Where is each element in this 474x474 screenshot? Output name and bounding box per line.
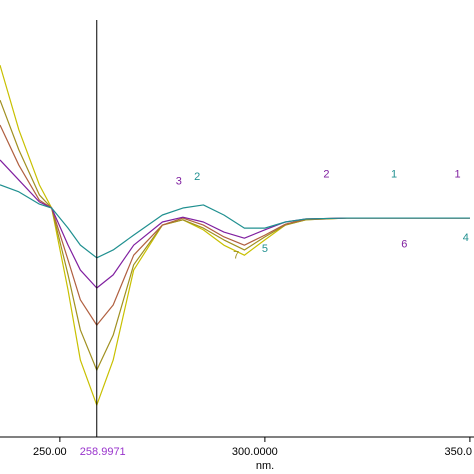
series-line	[0, 184, 470, 259]
series-line	[0, 124, 470, 326]
annotation: 6	[401, 239, 407, 251]
x-tick-label: 300.0000	[232, 446, 278, 458]
cursor-label: 258.9971	[80, 446, 126, 458]
annotation: 1	[391, 169, 397, 181]
annotation: 2	[323, 169, 329, 181]
annotation: 4	[463, 232, 469, 244]
annotation: 2	[194, 171, 200, 183]
x-tick-label: 250.00	[33, 446, 67, 458]
annotation: 5	[262, 243, 268, 255]
annotation: 3	[176, 175, 182, 187]
x-tick-label: 350.0	[444, 446, 472, 458]
annotation: 7	[233, 250, 239, 262]
x-axis-label: nm.	[256, 460, 274, 472]
annotation: 1	[455, 169, 461, 181]
